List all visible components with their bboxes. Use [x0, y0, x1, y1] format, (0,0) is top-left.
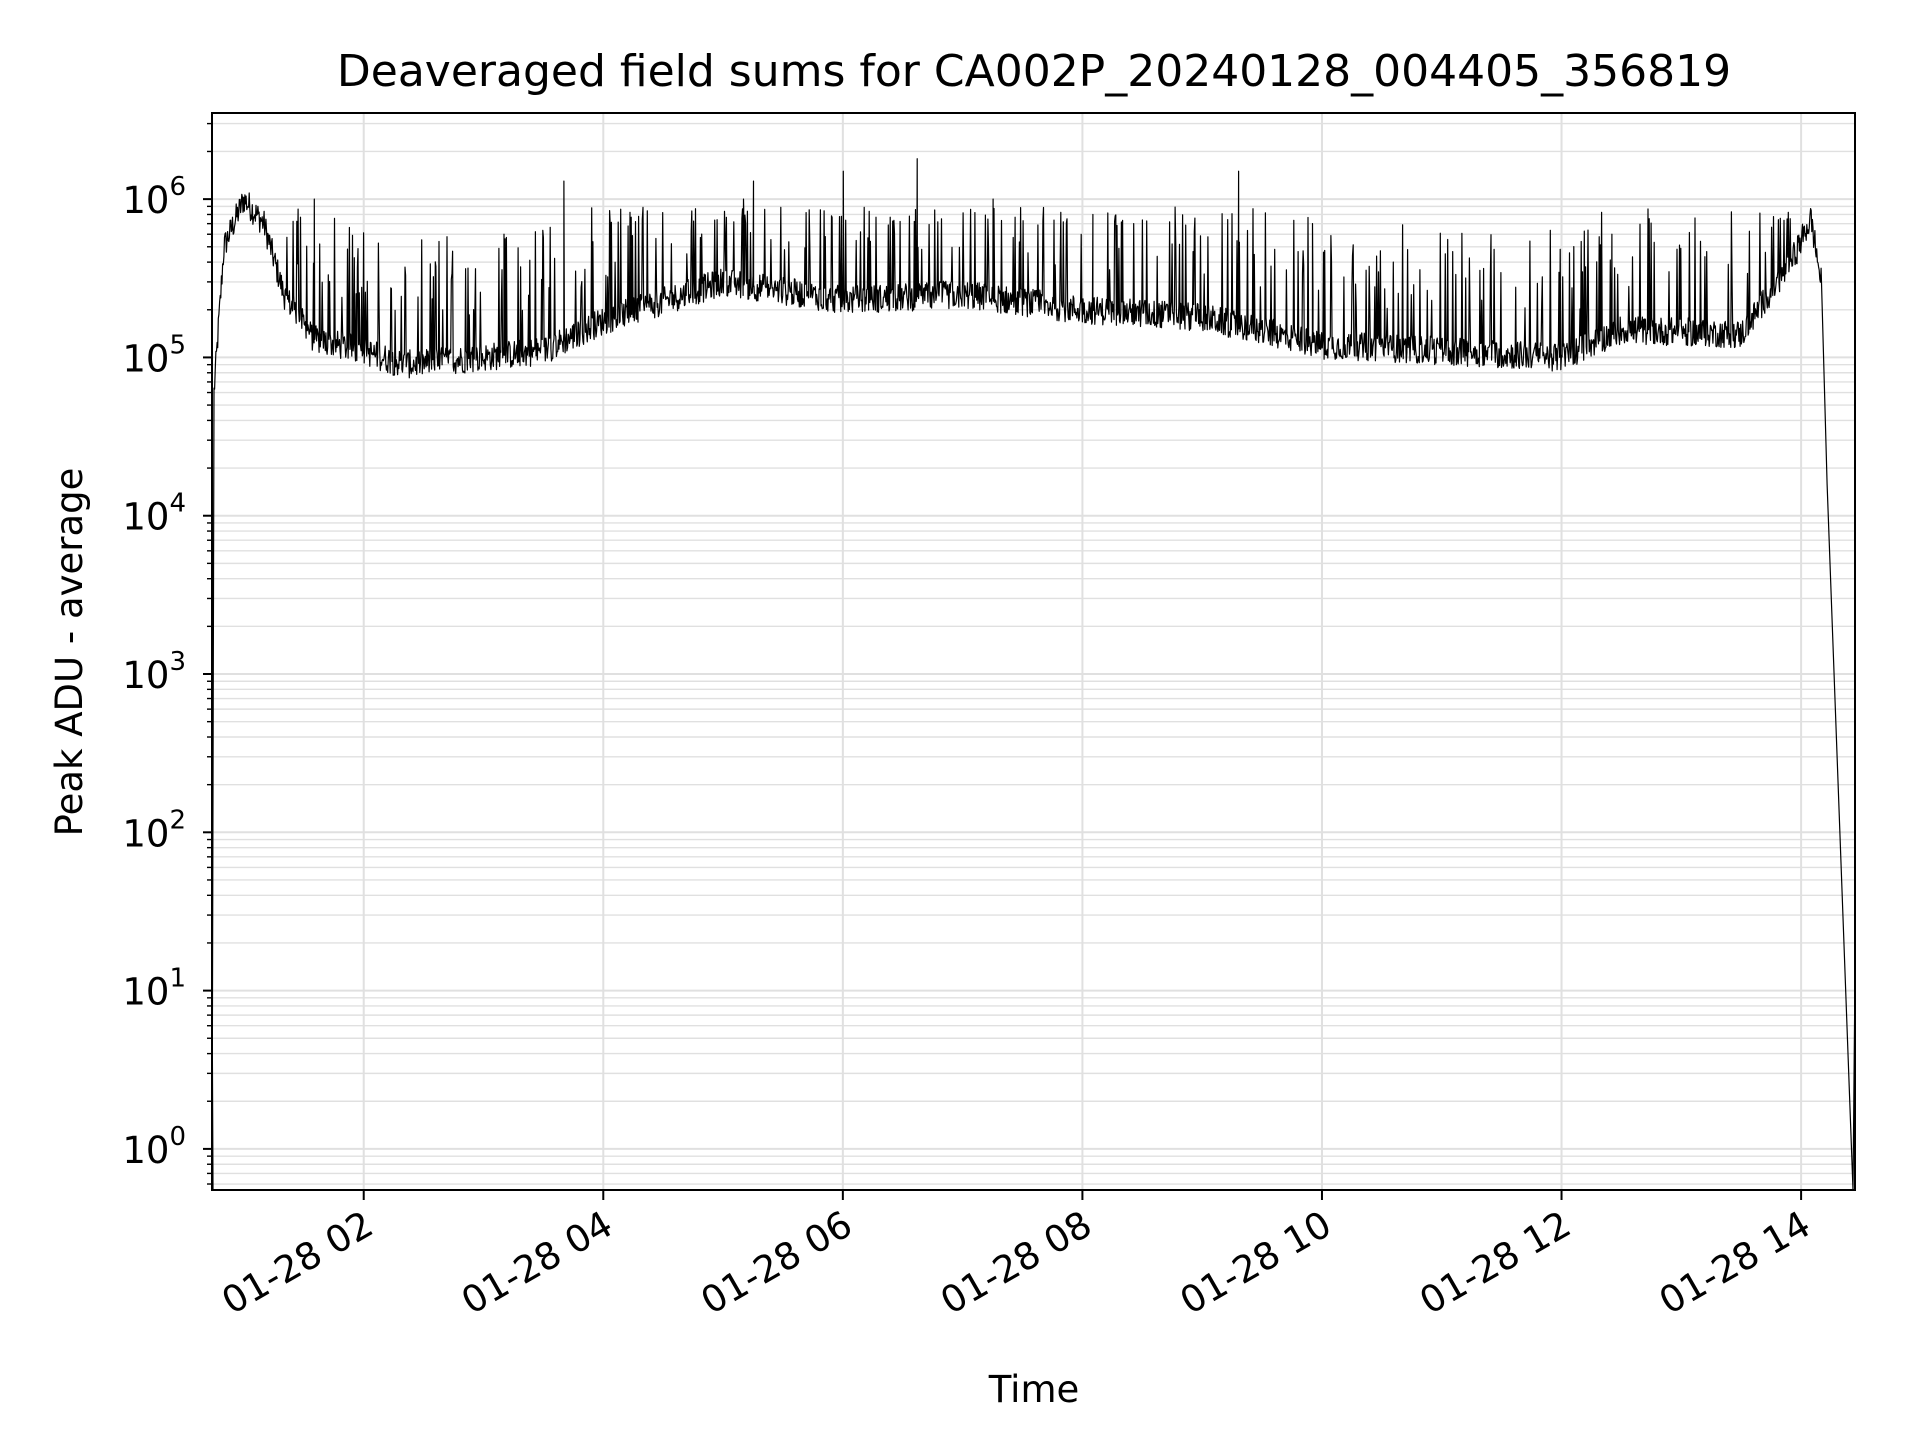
series-line — [211, 158, 1856, 1191]
x-axis-label: Time — [988, 1368, 1080, 1411]
plot-frame — [211, 112, 1856, 1191]
chart-title: Deaveraged field sums for CA002P_2024012… — [337, 46, 1731, 97]
y-tick-label: 100 — [122, 1122, 186, 1172]
data-line — [211, 158, 1856, 1191]
y-axis-label: Peak ADU - average — [48, 468, 91, 837]
